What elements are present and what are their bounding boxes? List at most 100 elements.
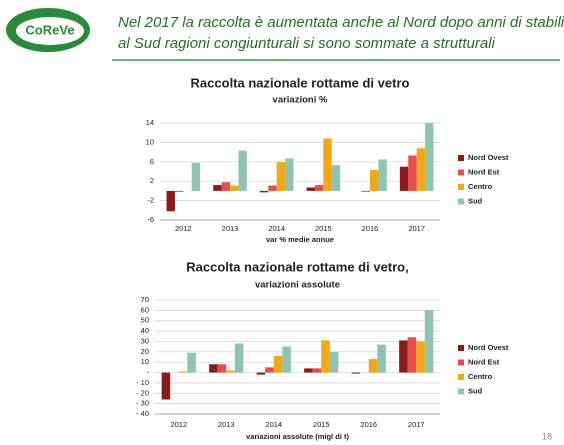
y-tick-label: 14 <box>146 118 154 127</box>
legend-label: Sud <box>468 386 483 395</box>
bar <box>256 372 266 375</box>
x-tick-label: 2013 <box>218 420 235 429</box>
bar <box>416 148 426 191</box>
bar <box>416 341 425 373</box>
bar <box>306 187 315 191</box>
bar <box>226 370 235 373</box>
bar <box>268 185 277 191</box>
bar <box>282 346 291 373</box>
y-tick-label: 40 <box>141 326 149 335</box>
legend-swatch <box>458 198 464 205</box>
bar <box>408 155 417 191</box>
bar <box>230 185 239 191</box>
bar <box>323 138 332 191</box>
bar <box>265 367 274 373</box>
bar <box>213 185 222 191</box>
bar <box>407 337 417 373</box>
x-tick-label: 2017 <box>408 420 425 429</box>
bar <box>234 343 244 373</box>
legend-label: Nord Ovest <box>468 343 509 352</box>
chart-title: Raccolta nazionale rottame di vetro <box>191 75 410 90</box>
y-tick-label: - <box>147 368 150 377</box>
bar <box>312 368 322 373</box>
bar <box>161 372 171 400</box>
bar <box>221 182 230 191</box>
x-tick-label: 2015 <box>313 420 330 429</box>
chart-subtitle: variazioni % <box>273 95 328 106</box>
bar <box>424 310 434 373</box>
bar <box>276 162 286 191</box>
x-tick-label: 2012 <box>175 224 192 233</box>
bar <box>378 159 387 191</box>
y-tick-label: 2 <box>150 176 154 185</box>
bar <box>259 190 269 193</box>
y-tick-label: 6 <box>150 157 154 166</box>
y-tick-label: - 10 <box>136 378 149 387</box>
bar <box>187 352 196 373</box>
x-axis-label: variazioni assolute (migl di t) <box>246 432 349 441</box>
y-tick-label: 60 <box>141 305 149 314</box>
legend-label: Sud <box>468 196 483 205</box>
chart-subtitle: variazioni assolute <box>255 280 340 291</box>
legend-label: Nord Est <box>468 167 500 176</box>
bar <box>377 344 386 373</box>
slide-title: Nel 2017 la raccolta è aumentata anche a… <box>118 14 564 31</box>
y-tick-label: -6 <box>147 215 154 224</box>
y-tick-label: -2 <box>147 196 154 205</box>
x-axis-label: var % medie annue <box>266 235 334 244</box>
x-tick-label: 2014 <box>268 224 285 233</box>
x-tick-label: 2014 <box>265 420 282 429</box>
logo: CoReVe <box>6 8 90 52</box>
y-tick-label: 30 <box>141 336 149 345</box>
bar <box>399 340 408 373</box>
bar <box>351 372 361 374</box>
legend-label: Nord Est <box>468 357 500 366</box>
bar <box>174 190 184 192</box>
page-number: 18 <box>542 431 552 441</box>
y-tick-label: - 40 <box>136 409 149 418</box>
y-tick-label: 70 <box>141 295 149 304</box>
bar <box>166 190 175 212</box>
legend-swatch <box>458 155 464 161</box>
x-tick-label: 2016 <box>362 224 379 233</box>
bar <box>209 364 218 373</box>
bar <box>425 123 434 191</box>
bar <box>304 368 313 373</box>
logo-inner <box>16 17 84 45</box>
legend-swatch <box>458 169 464 176</box>
x-tick-label: 2016 <box>360 420 377 429</box>
bar <box>331 165 341 191</box>
y-tick-label: - 30 <box>136 399 149 408</box>
legend-label: Centro <box>468 182 493 191</box>
bar <box>314 185 324 191</box>
legend-swatch <box>458 345 464 351</box>
legend-swatch <box>458 388 464 395</box>
bar <box>273 355 283 373</box>
bar <box>285 158 294 191</box>
bar <box>399 166 409 191</box>
bar <box>361 190 370 192</box>
x-tick-label: 2015 <box>315 224 332 233</box>
bar <box>329 351 339 373</box>
bar <box>370 170 379 191</box>
y-tick-label: 20 <box>141 347 149 356</box>
bar <box>238 150 247 191</box>
legend-swatch <box>458 374 464 380</box>
bar <box>321 340 330 373</box>
logo-text: CoReVe <box>25 22 74 37</box>
legend-label: Nord Ovest <box>468 153 509 162</box>
x-tick-label: 2017 <box>408 224 425 233</box>
bar <box>217 364 227 373</box>
y-tick-label: 10 <box>141 357 149 366</box>
y-tick-label: 10 <box>146 137 154 146</box>
bar <box>368 359 378 373</box>
y-tick-label: 50 <box>141 316 149 325</box>
legend-swatch <box>458 359 464 366</box>
x-tick-label: 2012 <box>170 420 187 429</box>
chart-title: Raccolta nazionale rottame di vetro, <box>186 259 409 274</box>
y-tick-label: - 20 <box>136 388 149 397</box>
legend-label: Centro <box>468 372 493 381</box>
x-tick-label: 2013 <box>222 224 239 233</box>
slide-title: al Sud ragioni congiunturali si sono som… <box>118 35 496 52</box>
